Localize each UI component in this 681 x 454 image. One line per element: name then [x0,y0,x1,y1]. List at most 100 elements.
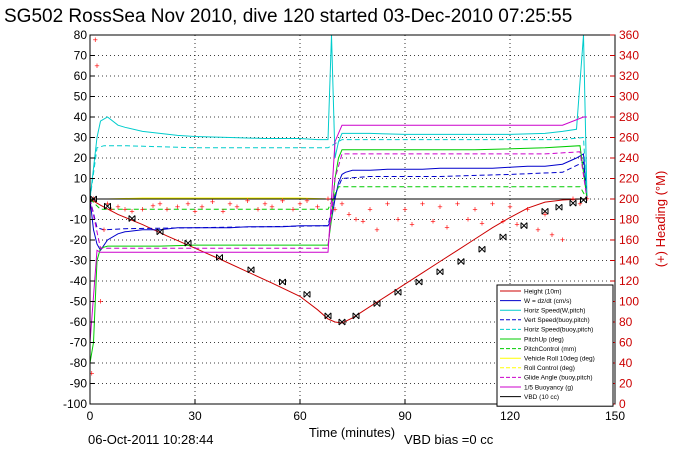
depth-marker [373,300,381,307]
heading-point: + [560,235,565,245]
heading-point: + [164,204,169,214]
depth-marker [247,266,255,274]
y-tick-label-left: -90 [70,377,88,391]
heading-point: + [490,199,495,209]
series-line [89,116,587,343]
y-tick-label-left: 80 [74,28,88,42]
y-axis-right: 3603403203002802602402202001801601401201… [610,28,639,411]
x-tick-label: 120 [500,409,520,423]
x-tick-label: 60 [293,409,307,423]
heading-point: + [234,202,239,212]
y-tick-label-left: 10 [74,172,88,186]
heading-point: + [192,206,197,216]
heading-point: + [444,223,449,233]
y-tick-label-right: 80 [619,315,633,329]
heading-point: + [94,61,99,71]
y-tick-label-right: 100 [619,295,639,309]
depth-marker [279,278,286,286]
y-tick-label-right: 160 [619,233,639,247]
legend-label: Vehicle Roll 10deg (deg) [524,356,595,363]
y-tick-label-right: 240 [619,151,639,165]
heading-point: + [577,199,582,209]
heading-point: + [514,220,519,230]
y-tick-label-right: 140 [619,254,639,268]
legend-label: PitchUp (deg) [524,336,564,343]
heading-point: + [150,201,155,211]
depth-marker [569,199,577,207]
y-tick-label-right: 320 [619,69,639,83]
heading-point: + [430,217,435,227]
depth-marker [303,290,311,298]
y-tick-label-left: -60 [70,315,88,329]
heading-point: + [175,202,180,212]
depth-marker [555,203,563,211]
heading-point: + [98,297,103,307]
heading-point: + [269,202,274,212]
x-tick-label: 150 [605,409,625,423]
heading-point: + [535,225,540,235]
legend-label: Roll Control (deg) [524,365,575,372]
y-tick-label-right: 200 [619,192,639,206]
legend-label: Height (10m) [524,288,562,295]
y-tick-label-left: -50 [70,295,88,309]
y-tick-label-left: -30 [70,254,88,268]
heading-point: + [332,204,337,214]
depth-marker [541,207,549,215]
y-tick-label-left: -80 [70,356,88,370]
y-tick-label-left: 20 [74,151,88,165]
heading-point: + [140,204,145,214]
depth-marker [338,318,346,326]
y-axis-left: 80 70 60 50 40 30 20 10 0 -10 -20 -30 -40 -50 -60 -70 -8… [63,28,95,411]
y-tick-label-right: 120 [619,274,639,288]
depth-marker [352,312,360,320]
heading-point: + [455,199,460,209]
heading-point: + [297,199,302,209]
x-axis-label: Time (minutes) [309,425,395,440]
heading-point: + [304,196,309,206]
depth-marker [156,228,164,236]
legend: Height (10m) W = dz/dt (cm/s) Horiz Speed(… [496,284,614,407]
y-tick-label-right: 40 [619,356,633,370]
heading-point: + [157,199,162,209]
legend-label: VBD (10 cc) [524,394,559,401]
heading-point: + [346,209,351,219]
heading-point: + [479,219,484,229]
heading-point: + [472,204,477,214]
heading-point: + [409,220,414,230]
x-tick-label: 90 [398,409,412,423]
heading-point: + [199,202,204,212]
y-tick-label-right: 340 [619,49,639,63]
heading-point: + [385,199,390,209]
heading-point: + [101,225,106,235]
heading-point: + [402,204,407,214]
chart-title: SG502 RossSea Nov 2010, dive 120 started… [4,6,572,27]
depth-marker [104,202,111,210]
legend-label: W = dz/dt (cm/s) [524,298,572,305]
y-tick-label-right: 300 [619,90,639,104]
y-tick-label-right: 180 [619,213,639,227]
footer-vbd-bias: VBD bias =0 cc [404,432,494,447]
x-tick-label: 30 [188,409,202,423]
legend-label: Horiz Speed(W,pitch) [524,308,585,315]
legend-label: Glide Angle (buoy,pitch) [524,375,593,382]
legend-label: 1/5 Buoyancy (g) [524,384,573,391]
y-tick-label-right: 20 [619,377,633,391]
y-tick-label-left: 30 [74,131,88,145]
heading-point: + [210,197,215,207]
heading-point: + [280,196,285,206]
y-tick-label-right: 60 [619,336,633,350]
heading-point: + [507,202,512,212]
y-tick-label-left: -40 [70,274,88,288]
legend-label: Horiz Speed(buoy,pitch) [524,327,593,334]
heading-point: + [105,199,110,209]
depth-marker [436,268,444,276]
y-tick-label-left: 70 [74,49,88,63]
footer-timestamp: 06-Oct-2011 10:28:44 [88,432,214,447]
series-line [89,186,588,210]
depth-marker [580,196,587,204]
grid [90,35,615,404]
y-tick-label-left: -20 [70,233,88,247]
heading-point: + [89,368,94,378]
series-line [89,34,588,200]
heading-point: + [374,225,379,235]
